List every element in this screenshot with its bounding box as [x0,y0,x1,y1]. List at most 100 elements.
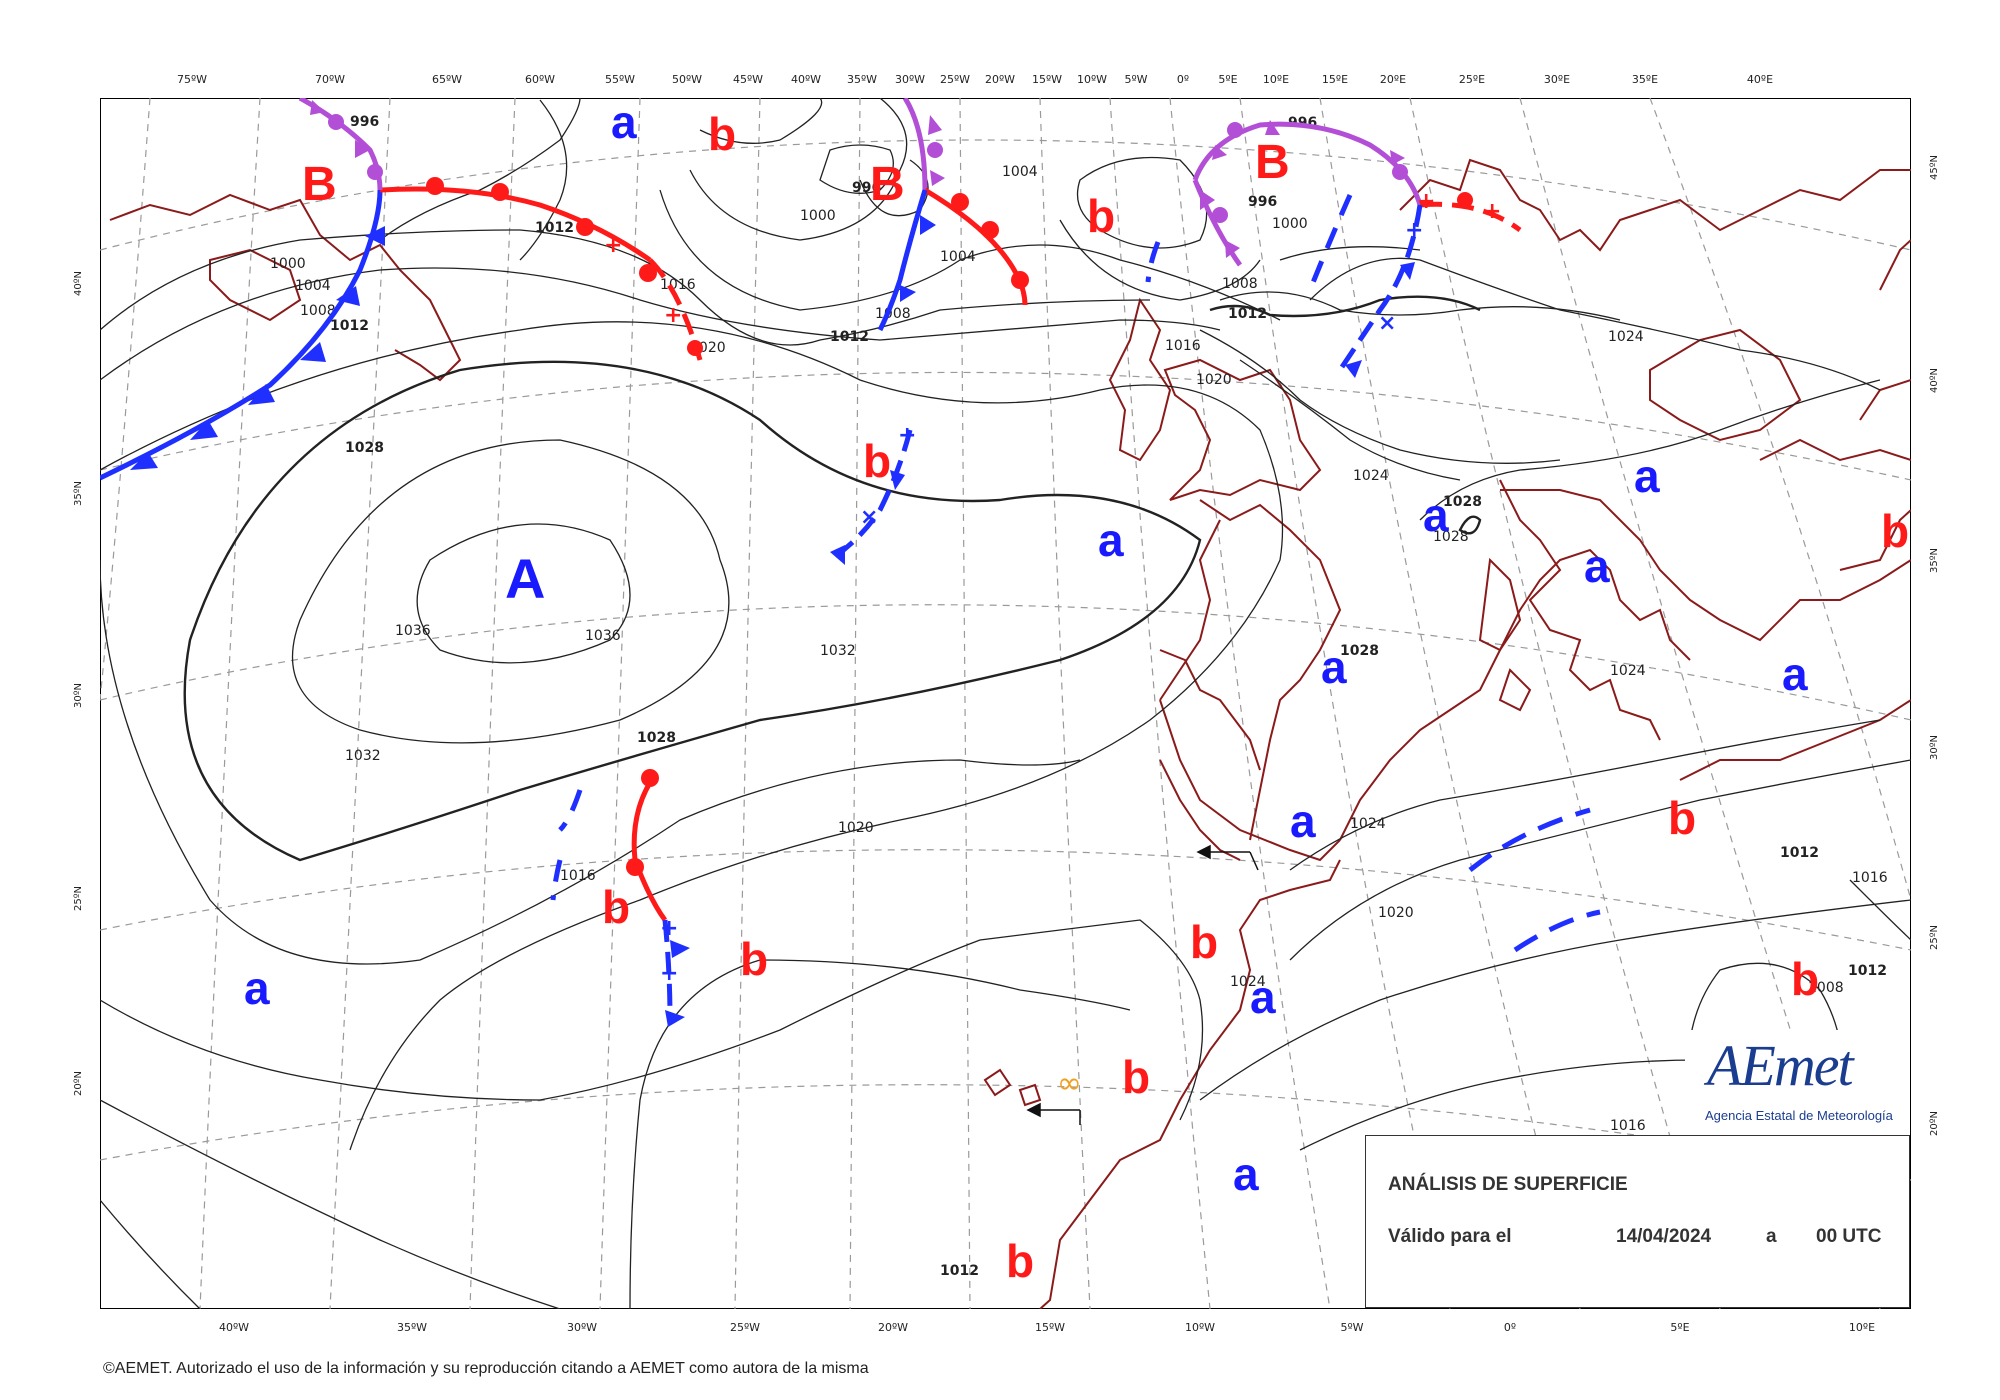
svg-text:b: b [863,435,891,487]
svg-text:+: + [660,916,678,941]
trough-line [1468,807,1591,872]
isobars [100,98,1911,1309]
svg-text:1016: 1016 [1610,1118,1646,1134]
svg-text:1012: 1012 [1780,845,1819,861]
svg-text:1036: 1036 [395,623,431,639]
valid-connector: a [1766,1226,1777,1247]
longitude-label: 5ºW [1340,1321,1364,1334]
warm-front [631,773,668,922]
svg-text:1012: 1012 [535,220,574,236]
svg-text:1012: 1012 [1228,306,1267,322]
longitude-label: 40ºE [1746,73,1774,86]
longitude-label: 50ºW [671,73,703,86]
svg-text:1004: 1004 [940,249,976,265]
svg-text:a: a [1233,1148,1259,1200]
longitude-label: 25ºW [729,1321,761,1334]
longitude-label: 20ºE [1379,73,1407,86]
svg-text:b: b [602,881,630,933]
svg-text:1032: 1032 [820,643,856,659]
longitude-label: 15ºW [1031,73,1063,86]
svg-text:1016: 1016 [1165,338,1201,354]
svg-text:1004: 1004 [295,278,331,294]
svg-text:a: a [1423,489,1449,541]
svg-text:1020: 1020 [1378,905,1414,921]
longitude-label: 0º [1503,1321,1517,1334]
svg-text:b: b [1190,916,1218,968]
svg-text:1016: 1016 [660,277,696,293]
longitude-label: 15ºE [1321,73,1349,86]
svg-text:1028: 1028 [637,730,676,746]
svg-text:1036: 1036 [585,628,621,644]
map-frame [100,98,1911,1309]
longitude-label: 75ºW [176,73,208,86]
longitude-label: 40ºW [790,73,822,86]
quasi-stationary-front [1337,204,1423,372]
svg-text:1008: 1008 [300,303,336,319]
svg-text:1012: 1012 [940,1263,979,1279]
svg-text:b: b [1006,1235,1034,1287]
svg-text:1012: 1012 [1848,963,1887,979]
fronts [100,98,1601,1021]
front-symbols: + + + + + + × × + + [130,100,1501,1027]
svg-text:+: + [1417,189,1435,214]
valid-label: Válido para el [1388,1226,1512,1247]
trough-line [1513,909,1601,953]
longitude-label: 20ºW [877,1321,909,1334]
isobar-value-labels: 1036 1036 1032 1032 1028 1028 1028 1028 … [270,114,1888,1279]
svg-text:b: b [708,108,736,160]
svg-text:+: + [1483,199,1501,224]
svg-text:1028: 1028 [1340,643,1379,659]
svg-text:b: b [1668,792,1696,844]
longitude-label: 25ºW [939,73,971,86]
longitude-label: 55ºW [604,73,636,86]
svg-text:+: + [898,423,916,448]
longitude-label: 65ºW [431,73,463,86]
svg-text:1008: 1008 [1808,980,1844,996]
svg-text:1016: 1016 [560,868,596,884]
valid-date: 14/04/2024 [1616,1226,1712,1247]
motion-arrows [1026,844,1259,1125]
svg-text:+: + [1405,218,1423,243]
longitude-label: 35ºE [1631,73,1659,86]
quasi-stationary-front [828,429,913,563]
longitude-label: 10ºE [1262,73,1290,86]
longitude-label: 35ºW [396,1321,428,1334]
trough-line [550,859,563,901]
graticule [100,98,1911,1309]
svg-text:b: b [1087,190,1115,242]
trough-line [1145,241,1161,283]
svg-text:+: + [664,303,682,328]
svg-text:1024: 1024 [1353,468,1389,484]
logo-subtitle: Agencia Estatal de Meteorología [1705,1108,1893,1123]
legend-box: ANÁLISIS DE SUPERFICIE Válido para el 14… [1365,1135,1910,1308]
svg-text:a: a [1250,971,1276,1023]
svg-text:1028: 1028 [1433,529,1469,545]
svg-text:1000: 1000 [1272,216,1308,232]
svg-text:1012: 1012 [830,329,869,345]
pressure-centres: A B B B a a a a a a a a a a a b b b b b … [244,96,1909,1287]
longitude-label: 70ºW [314,73,346,86]
svg-text:1028: 1028 [1443,494,1482,510]
svg-text:×: × [860,505,878,530]
longitude-label: 25ºE [1458,73,1486,86]
svg-text:996: 996 [852,180,881,196]
longitude-label: 5ºW [1124,73,1148,86]
haze-symbol: ∞ [1057,1066,1082,1101]
svg-text:1008: 1008 [1222,276,1258,292]
svg-text:+: + [604,233,622,258]
svg-text:×: × [1378,311,1396,336]
low-B: B [302,158,337,211]
quasi-stationary-front [1419,201,1522,233]
svg-text:1024: 1024 [1230,974,1266,990]
longitude-label: 0º [1176,73,1190,86]
svg-text:+: + [660,961,678,986]
svg-text:a: a [244,962,270,1014]
svg-text:996: 996 [1248,194,1277,210]
svg-text:b: b [1791,953,1819,1005]
cold-front [100,189,383,481]
aemet-logo: AEmet Agencia Estatal de Meteorología [1685,1030,1910,1135]
low-B: B [1255,136,1290,189]
quasi-stationary-front [662,919,673,1021]
occluded-front [902,98,928,191]
longitude-label: 10ºW [1184,1321,1216,1334]
